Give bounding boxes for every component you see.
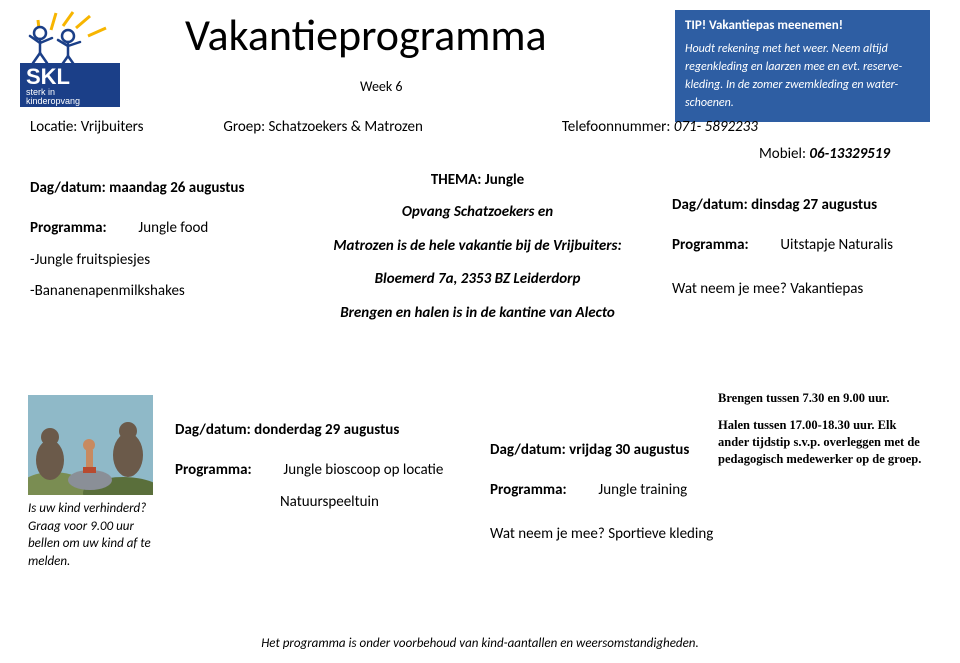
page: SKL sterk in kinderopvang Vakantieprogra…: [0, 0, 960, 663]
thema-value: Jungle: [485, 171, 524, 189]
thu-extra: Natuurspeeltuin: [280, 492, 455, 514]
thema-label: THEMA:: [431, 171, 482, 189]
thema-line1: Opvang Schatzoekers en: [310, 202, 645, 224]
thu-date-value: donderdag 29 augustus: [254, 421, 399, 439]
day-monday: Dag/datum: maandag 26 augustus Programma…: [30, 178, 290, 313]
page-title: Vakantieprogramma: [185, 8, 547, 62]
telefoon-label: Telefoonnummer:: [562, 118, 671, 136]
mon-item-0: -Jungle fruitspiesjes: [30, 250, 290, 272]
logo-text-sub2: kinderopvang: [26, 96, 80, 106]
groep-value: Schatzoekers & Matrozen: [269, 118, 423, 136]
groep-label: Groep:: [223, 118, 265, 136]
times-halen: Halen tussen 17.00-18.30 uur. Elk ander …: [718, 417, 928, 468]
jungle-image: [28, 395, 153, 495]
tip-title: TIP! Vakantiepas meenemen!: [685, 16, 920, 36]
tue-date-value: dinsdag 27 augustus: [751, 196, 877, 214]
locatie: Locatie: Vrijbuiters: [30, 118, 220, 136]
week-label: Week 6: [360, 78, 403, 95]
fri-date-label: Dag/datum:: [490, 441, 566, 459]
telefoon: Telefoonnummer: 071- 5892233: [562, 118, 758, 136]
thu-prog-label: Programma:: [175, 460, 280, 482]
mobiel: Mobiel: 06-13329519: [759, 145, 890, 163]
day-tuesday: Dag/datum: dinsdag 27 augustus Programma…: [672, 195, 932, 310]
mobiel-label: Mobiel:: [759, 145, 806, 163]
thema-line2: Matrozen is de hele vakantie bij de Vrij…: [310, 236, 645, 258]
groep: Groep: Schatzoekers & Matrozen: [223, 118, 558, 136]
mon-item-1: -Bananenapenmilkshakes: [30, 281, 290, 303]
info-line: Locatie: Vrijbuiters Groep: Schatzoekers…: [30, 118, 930, 136]
logo-text-main: SKL: [26, 64, 70, 89]
tip-body: Houdt rekening met het weer. Neem altijd…: [685, 40, 920, 112]
fri-prog-value: Jungle training: [598, 481, 687, 499]
day-thursday: Dag/datum: donderdag 29 augustus Program…: [175, 420, 455, 513]
mon-prog-value: Jungle food: [138, 219, 208, 237]
thu-prog-value: Jungle bioscoop op locatie: [283, 461, 443, 479]
times-brengen: Brengen tussen 7.30 en 9.00 uur.: [718, 390, 928, 407]
mon-date-value: maandag 26 augustus: [109, 179, 244, 197]
fri-date-value: vrijdag 30 augustus: [569, 441, 689, 459]
fri-bring-label: Wat neem je mee?: [490, 525, 605, 543]
tue-date-label: Dag/datum:: [672, 196, 748, 214]
day-friday: Dag/datum: vrijdag 30 augustus Programma…: [490, 440, 725, 555]
times-box: Brengen tussen 7.30 en 9.00 uur. Halen t…: [718, 390, 928, 478]
mon-date-label: Dag/datum:: [30, 179, 106, 197]
locatie-value: Vrijbuiters: [81, 118, 144, 136]
thema-line4: Brengen en halen is in de kantine van Al…: [310, 303, 645, 325]
footer: Het programma is onder voorbehoud van ki…: [0, 636, 960, 651]
mobiel-value: 06-13329519: [809, 145, 890, 163]
tip-box: TIP! Vakantiepas meenemen! Houdt rekenin…: [675, 10, 930, 122]
fri-bring-value: Sportieve kleding: [608, 525, 713, 543]
tue-prog-value: Uitstapje Naturalis: [780, 236, 893, 254]
thema-block: THEMA: Jungle Opvang Schatzoekers en Mat…: [310, 170, 645, 337]
reminder: Is uw kind verhinderd? Graag voor 9.00 u…: [28, 500, 163, 570]
logo: SKL sterk in kinderopvang: [18, 8, 148, 108]
thu-date-label: Dag/datum:: [175, 421, 251, 439]
mon-prog-label: Programma:: [30, 218, 135, 240]
tue-bring-value: Vakantiepas: [790, 280, 863, 298]
thema-line3: Bloemerd 7a, 2353 BZ Leiderdorp: [310, 269, 645, 291]
fri-prog-label: Programma:: [490, 480, 595, 502]
tue-bring-label: Wat neem je mee?: [672, 280, 787, 298]
telefoon-value: 071- 5892233: [674, 118, 758, 136]
tue-prog-label: Programma:: [672, 235, 777, 257]
locatie-label: Locatie:: [30, 118, 77, 136]
